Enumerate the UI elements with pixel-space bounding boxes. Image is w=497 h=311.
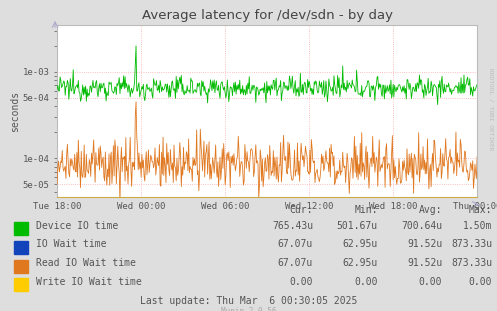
Text: 765.43u: 765.43u <box>272 220 313 230</box>
Text: 873.33u: 873.33u <box>451 258 492 268</box>
Text: 62.95u: 62.95u <box>342 258 378 268</box>
Y-axis label: seconds: seconds <box>10 91 20 132</box>
Text: 67.07u: 67.07u <box>278 258 313 268</box>
Text: 501.67u: 501.67u <box>336 220 378 230</box>
Text: IO Wait time: IO Wait time <box>36 239 106 249</box>
Text: 0.00: 0.00 <box>354 276 378 286</box>
Text: Cur:: Cur: <box>290 205 313 215</box>
Text: 1.50m: 1.50m <box>463 220 492 230</box>
Text: 91.52u: 91.52u <box>407 239 442 249</box>
Text: Write IO Wait time: Write IO Wait time <box>36 276 142 286</box>
Text: Min:: Min: <box>354 205 378 215</box>
Text: Max:: Max: <box>469 205 492 215</box>
Text: 91.52u: 91.52u <box>407 258 442 268</box>
Text: Avg:: Avg: <box>419 205 442 215</box>
Text: 67.07u: 67.07u <box>278 239 313 249</box>
Text: 0.00: 0.00 <box>419 276 442 286</box>
Text: 62.95u: 62.95u <box>342 239 378 249</box>
Text: RRDTOOL / TOBI OETIKER: RRDTOOL / TOBI OETIKER <box>488 67 493 150</box>
Text: 0.00: 0.00 <box>290 276 313 286</box>
Text: Last update: Thu Mar  6 00:30:05 2025: Last update: Thu Mar 6 00:30:05 2025 <box>140 296 357 306</box>
Text: Device IO time: Device IO time <box>36 220 118 230</box>
Text: Read IO Wait time: Read IO Wait time <box>36 258 136 268</box>
Text: 0.00: 0.00 <box>469 276 492 286</box>
Text: Munin 2.0.56: Munin 2.0.56 <box>221 307 276 311</box>
Title: Average latency for /dev/sdn - by day: Average latency for /dev/sdn - by day <box>142 9 393 22</box>
Text: 873.33u: 873.33u <box>451 239 492 249</box>
Text: 700.64u: 700.64u <box>401 220 442 230</box>
